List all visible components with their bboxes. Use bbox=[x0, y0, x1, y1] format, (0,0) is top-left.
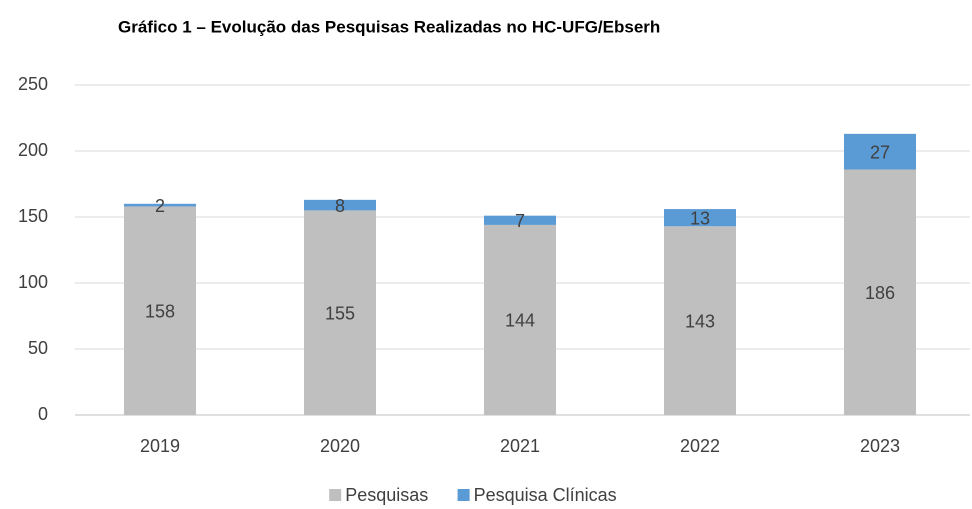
bar-segment bbox=[844, 169, 916, 415]
data-label: 186 bbox=[865, 283, 895, 303]
data-label: 2 bbox=[155, 196, 165, 216]
bar-segment bbox=[484, 215, 556, 225]
data-label: 158 bbox=[145, 301, 175, 321]
bar-segment bbox=[124, 206, 196, 415]
bar-segment bbox=[304, 199, 376, 211]
x-tick-label: 2019 bbox=[140, 436, 180, 456]
data-label: 13 bbox=[690, 208, 710, 228]
bar-segment bbox=[664, 226, 736, 415]
data-label: 143 bbox=[685, 311, 715, 331]
x-tick-label: 2020 bbox=[320, 436, 360, 456]
x-tick-label: 2022 bbox=[680, 436, 720, 456]
y-tick-label: 150 bbox=[18, 206, 48, 226]
data-label: 155 bbox=[325, 303, 355, 323]
bar-segment bbox=[844, 133, 916, 170]
y-tick-label: 200 bbox=[18, 140, 48, 160]
legend-swatch bbox=[329, 489, 342, 501]
y-tick-label: 0 bbox=[38, 404, 48, 424]
y-tick-label: 50 bbox=[28, 338, 48, 358]
bar-segment bbox=[304, 210, 376, 415]
bar-segment bbox=[664, 209, 736, 227]
x-tick-label: 2023 bbox=[860, 436, 900, 456]
y-tick-label: 100 bbox=[18, 272, 48, 292]
bar-segment bbox=[484, 224, 556, 415]
data-label: 144 bbox=[505, 311, 535, 331]
x-tick-label: 2021 bbox=[500, 436, 540, 456]
y-tick-label: 250 bbox=[18, 74, 48, 94]
chart-title: Gráfico 1 – Evolução das Pesquisas Reali… bbox=[118, 17, 660, 36]
data-label: 8 bbox=[335, 196, 345, 216]
data-label: 27 bbox=[870, 142, 890, 162]
legend-label: Pesquisas bbox=[345, 485, 428, 505]
legend-label: Pesquisa Clínicas bbox=[474, 485, 617, 505]
data-label: 7 bbox=[515, 211, 525, 231]
bar-segment bbox=[124, 203, 196, 207]
legend-swatch bbox=[457, 489, 470, 501]
